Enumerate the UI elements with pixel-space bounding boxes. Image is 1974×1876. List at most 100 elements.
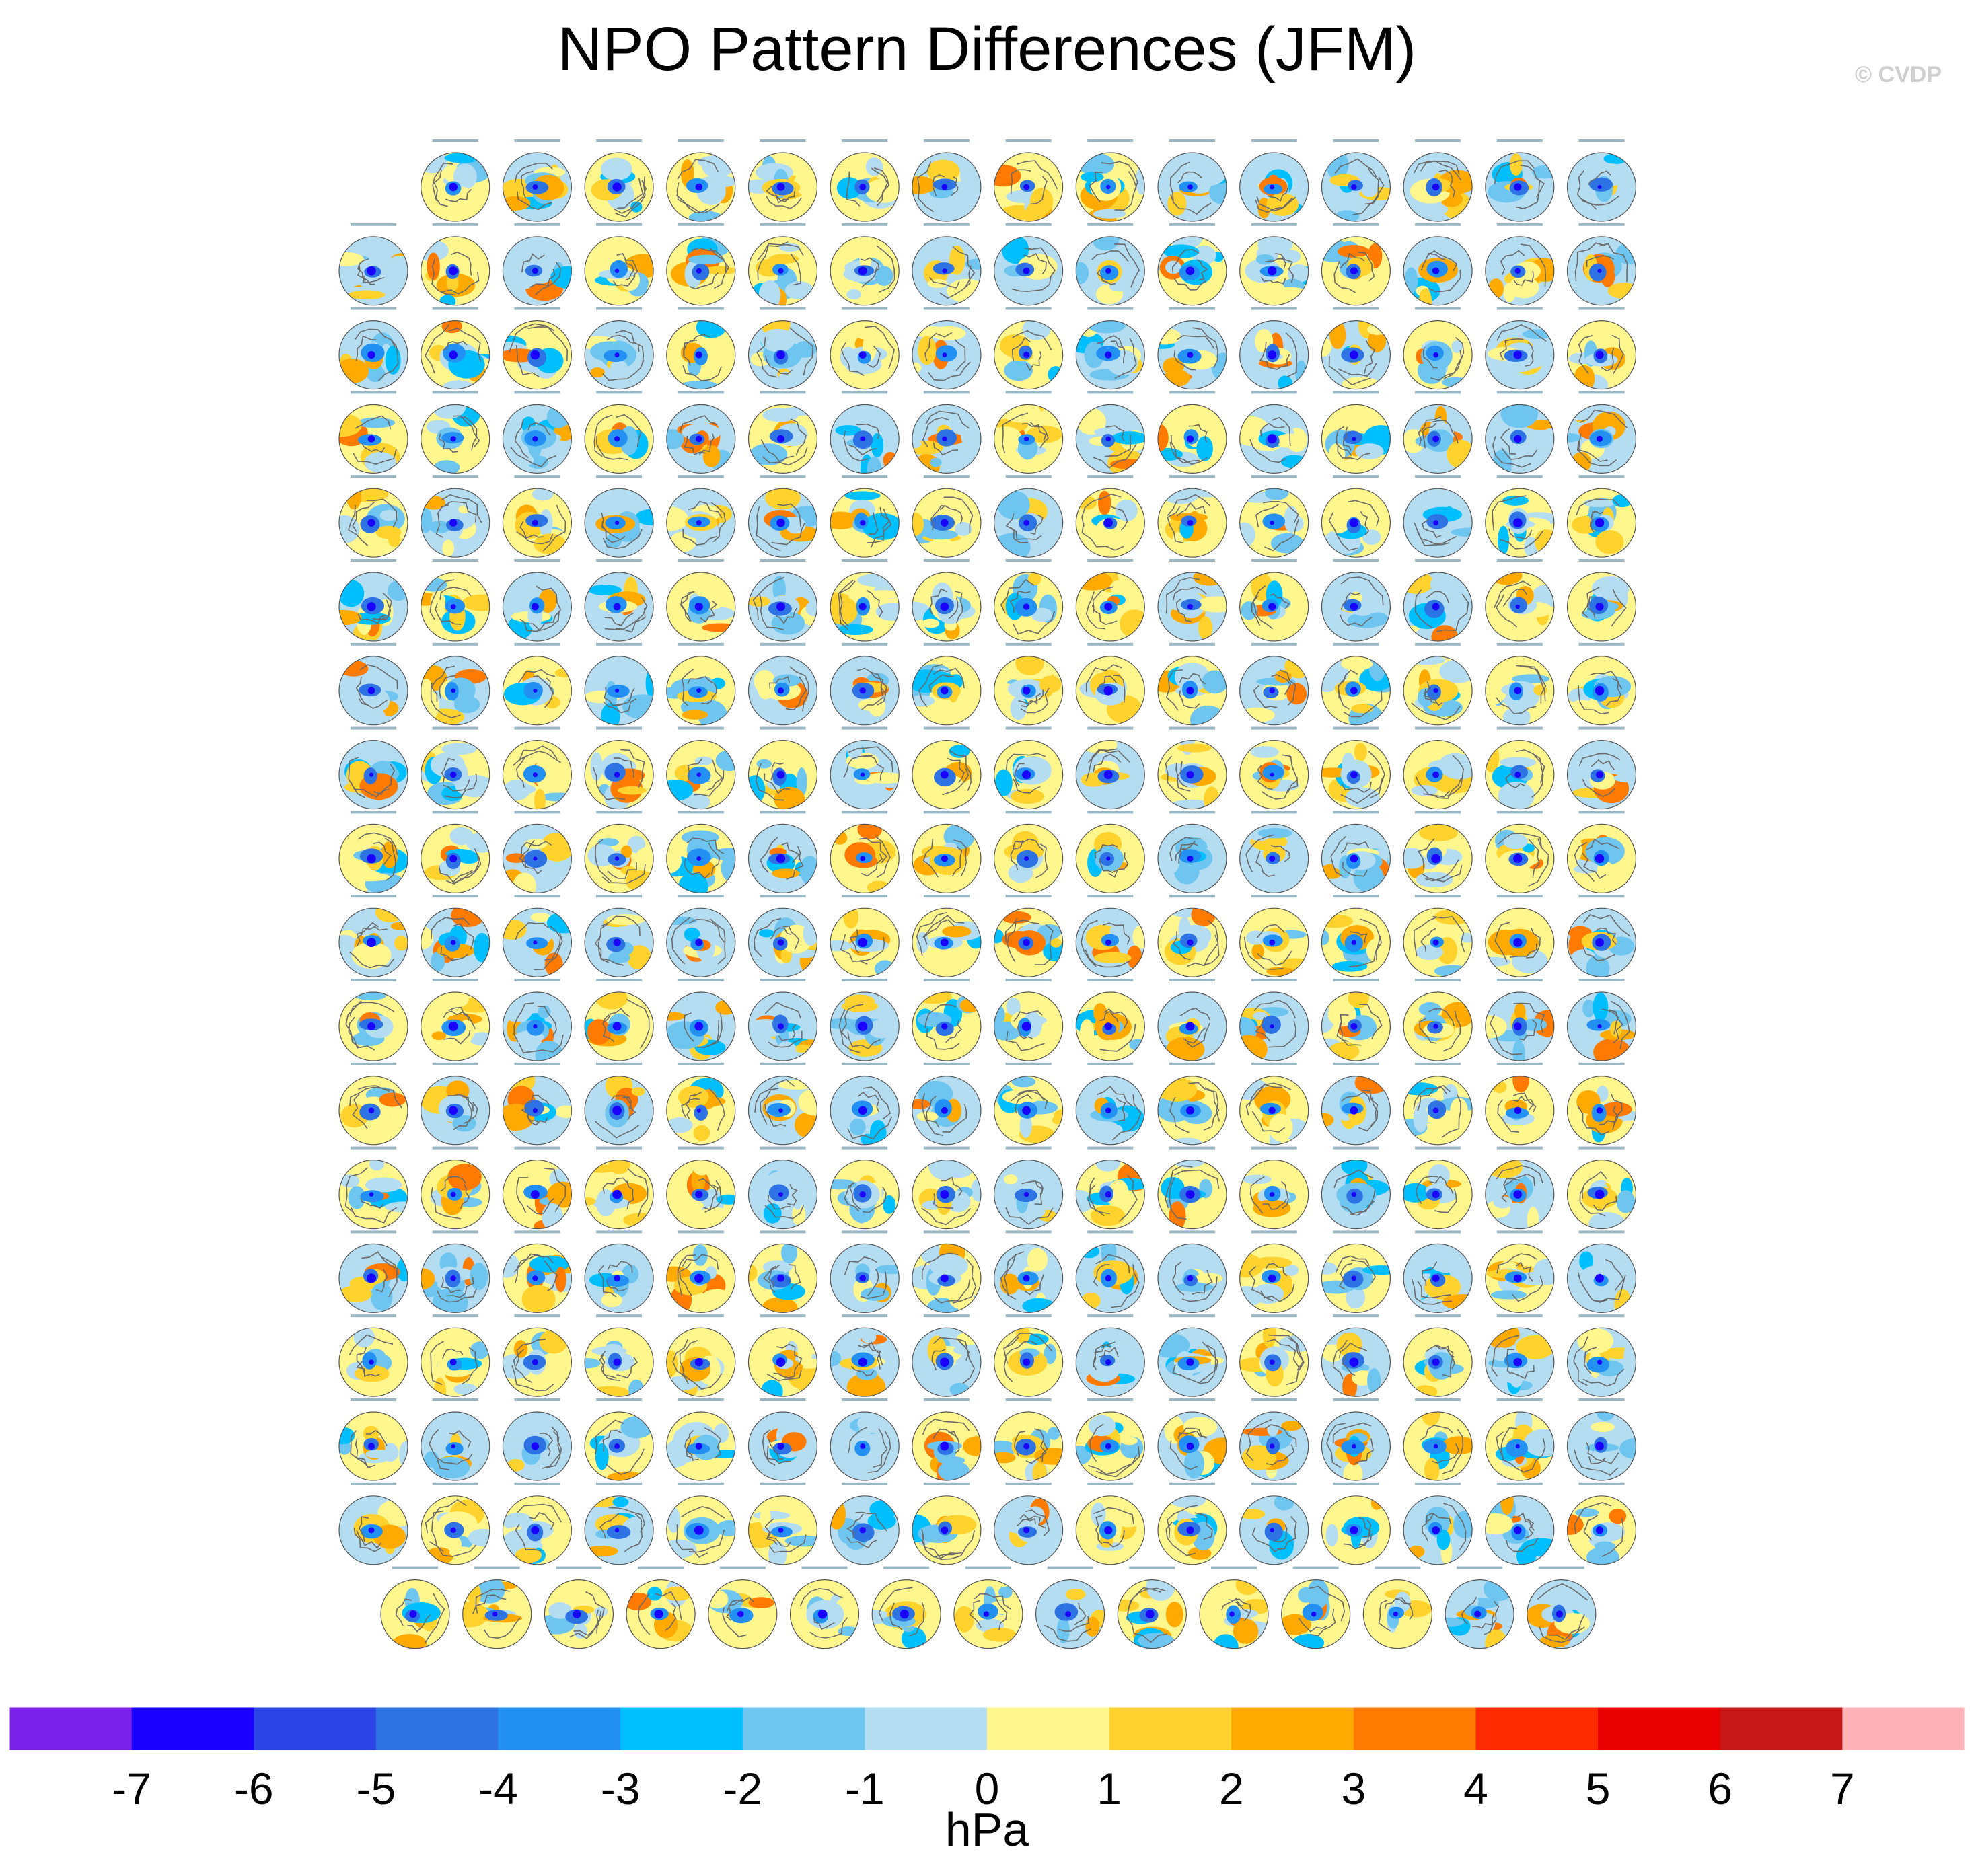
coastline <box>601 512 643 550</box>
panel-caption <box>923 307 970 310</box>
panel-caption <box>678 139 724 142</box>
low-core <box>532 519 539 526</box>
panel-border <box>338 404 408 474</box>
map-panel <box>1321 223 1391 306</box>
panel-border <box>993 320 1064 390</box>
map-panel <box>1157 223 1227 306</box>
panel-caption <box>1333 391 1379 394</box>
panel-border <box>502 236 573 306</box>
anomaly-blob <box>959 163 980 188</box>
low-core <box>615 521 620 525</box>
low-core <box>778 268 784 274</box>
low-core <box>1023 267 1030 274</box>
map-panel <box>666 475 736 558</box>
low-core <box>1514 268 1521 274</box>
colorbar-box <box>1353 1707 1476 1750</box>
map-panel <box>1485 391 1555 474</box>
coastline <box>1255 188 1296 213</box>
anomaly-blob <box>1129 271 1145 288</box>
coastline <box>929 246 976 299</box>
coastline <box>1496 324 1547 367</box>
anomaly-blob <box>845 406 863 430</box>
colorbar-box <box>375 1707 499 1750</box>
panel-border <box>1239 320 1309 390</box>
low-core <box>532 436 538 442</box>
map-panel <box>1485 307 1555 390</box>
low-core <box>1514 183 1522 191</box>
panel-caption <box>596 139 643 142</box>
map-panel <box>666 391 736 474</box>
low-core <box>776 350 785 359</box>
panel-caption <box>678 391 724 394</box>
anomaly-blob <box>784 281 814 300</box>
panel-border <box>1321 404 1391 474</box>
map-panel <box>747 475 818 558</box>
coastline <box>1091 243 1140 288</box>
coastline <box>1011 247 1056 292</box>
panel-border <box>1157 320 1227 390</box>
colorbar-box <box>1109 1707 1232 1750</box>
coastline <box>843 423 880 462</box>
anomaly-blob <box>635 509 654 525</box>
low-center <box>933 262 955 275</box>
panel-caption <box>1087 307 1134 310</box>
panel-border <box>584 404 654 474</box>
panel-border <box>584 236 654 306</box>
panel-border <box>1403 152 1473 222</box>
anomaly-blob <box>453 163 477 190</box>
map-panel <box>338 307 408 390</box>
anomaly-blob <box>943 360 980 374</box>
anomaly-blob <box>379 509 398 521</box>
panel-caption <box>351 391 396 394</box>
anomaly-blob <box>967 437 981 465</box>
anomaly-blob <box>1196 436 1213 461</box>
map-panel <box>747 223 818 306</box>
anomaly-blob <box>875 266 893 287</box>
coastline <box>347 498 398 546</box>
anomaly-blob <box>427 252 440 280</box>
panel-border <box>1403 236 1473 306</box>
coastline <box>1259 332 1298 377</box>
panel-border <box>1485 152 1555 222</box>
low-core <box>1106 184 1111 190</box>
coastline <box>435 494 482 538</box>
map-panel <box>584 391 654 474</box>
low-core <box>1350 267 1358 275</box>
panel-caption <box>1169 223 1215 226</box>
coastline <box>1169 161 1212 215</box>
low-core <box>1270 184 1275 190</box>
low-core <box>449 350 458 359</box>
map-panel <box>502 307 573 390</box>
panel-caption <box>596 223 643 226</box>
panel-border <box>502 488 573 558</box>
coastline <box>760 418 808 466</box>
coastline <box>756 241 804 286</box>
coastline <box>1333 252 1375 293</box>
map-panel <box>502 475 573 558</box>
coastline <box>1093 425 1137 469</box>
anomaly-blob <box>865 157 883 176</box>
panel-border <box>421 152 490 222</box>
anomaly-blob <box>429 521 451 533</box>
colorbar-box <box>131 1707 254 1750</box>
anomaly-blob <box>779 243 801 252</box>
panel-border <box>1566 152 1637 222</box>
colorbar-box <box>1475 1707 1599 1750</box>
anomaly-blob <box>762 408 799 422</box>
panel-caption <box>1415 307 1461 310</box>
anomaly-blob <box>339 252 364 266</box>
anomaly-blob <box>1451 340 1463 353</box>
anomaly-blob <box>1091 236 1120 251</box>
panel-border <box>421 320 490 390</box>
low-core <box>1105 351 1112 359</box>
anomaly-blob <box>776 371 794 389</box>
panel-caption <box>596 475 643 478</box>
panel-border <box>1157 152 1227 222</box>
low-core <box>858 351 867 359</box>
panel-border <box>584 320 654 390</box>
low-core <box>1023 352 1030 359</box>
panel-border <box>830 404 900 474</box>
coastline <box>355 328 399 381</box>
low-core <box>1350 350 1358 359</box>
panel-border <box>1075 236 1145 306</box>
